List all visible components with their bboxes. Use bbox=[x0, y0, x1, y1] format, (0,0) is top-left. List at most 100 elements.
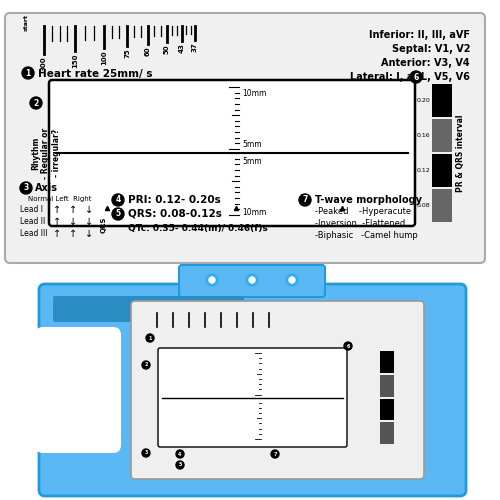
Text: 0.08: 0.08 bbox=[370, 431, 379, 435]
Text: 7: 7 bbox=[274, 452, 276, 456]
Text: 2: 2 bbox=[144, 362, 148, 368]
Text: 5mm: 5mm bbox=[242, 140, 262, 149]
Text: ↑: ↑ bbox=[53, 229, 61, 239]
Text: ↓: ↓ bbox=[85, 229, 93, 239]
FancyBboxPatch shape bbox=[5, 13, 485, 263]
Text: 0.20: 0.20 bbox=[416, 98, 430, 103]
Text: -Peaked    -Hyperacute: -Peaked -Hyperacute bbox=[282, 462, 335, 468]
Text: 60: 60 bbox=[219, 329, 223, 334]
Text: QTc: 0.35- 0.44(m)/ 0.46(f)s: QTc: 0.35- 0.44(m)/ 0.46(f)s bbox=[187, 472, 254, 478]
Circle shape bbox=[286, 274, 298, 286]
Circle shape bbox=[344, 342, 352, 350]
Text: Rhythm
- Regular or
- irregular?: Rhythm - Regular or - irregular? bbox=[31, 128, 61, 178]
Circle shape bbox=[206, 274, 218, 286]
Text: QRS: QRS bbox=[101, 217, 107, 233]
Text: 5mm: 5mm bbox=[242, 157, 262, 166]
Text: 5: 5 bbox=[178, 462, 182, 468]
Text: Normal Left  Right: Normal Left Right bbox=[28, 196, 92, 202]
Text: QRS: 0.08-0.12s: QRS: 0.08-0.12s bbox=[187, 462, 236, 468]
Text: 60: 60 bbox=[145, 46, 151, 56]
Text: 300: 300 bbox=[155, 329, 159, 337]
Text: Heart rate 25mm/ 4: Heart rate 25mm/ 4 bbox=[157, 336, 218, 340]
Text: 2: 2 bbox=[34, 98, 38, 108]
Text: 0.12: 0.12 bbox=[370, 408, 379, 412]
Circle shape bbox=[246, 274, 258, 286]
Text: Axis: Axis bbox=[35, 183, 58, 193]
Text: 6: 6 bbox=[346, 344, 350, 348]
Circle shape bbox=[176, 461, 184, 469]
Text: Rhythm
- Regular or
- irregular?: Rhythm - Regular or - irregular? bbox=[146, 380, 162, 414]
Text: PR & QRS interval: PR & QRS interval bbox=[456, 114, 464, 192]
Text: T-wave morphology: T-wave morphology bbox=[315, 195, 422, 205]
Bar bbox=[432, 84, 452, 117]
Text: QRS: 0.08-0.12s: QRS: 0.08-0.12s bbox=[128, 209, 222, 219]
FancyBboxPatch shape bbox=[39, 284, 466, 496]
Text: 100: 100 bbox=[101, 50, 107, 64]
Text: ↑: ↑ bbox=[69, 229, 77, 239]
Text: 43: 43 bbox=[179, 43, 185, 53]
Text: 4: 4 bbox=[116, 196, 120, 204]
Text: 150: 150 bbox=[72, 53, 78, 68]
Text: PR & QRS interval: PR & QRS interval bbox=[396, 370, 400, 424]
Bar bbox=[380, 351, 394, 373]
FancyBboxPatch shape bbox=[35, 327, 121, 453]
Text: PRI: 0.12- 0.20s: PRI: 0.12- 0.20s bbox=[128, 195, 221, 205]
Text: 100: 100 bbox=[187, 329, 191, 337]
Text: 300: 300 bbox=[41, 56, 47, 70]
Text: -Inversion  -Flattened: -Inversion -Flattened bbox=[315, 220, 405, 228]
Text: 5mm: 5mm bbox=[263, 390, 276, 394]
Text: Axis
Normal Left Right: Axis Normal Left Right bbox=[152, 442, 195, 452]
Text: 37: 37 bbox=[267, 329, 271, 334]
Circle shape bbox=[22, 67, 34, 79]
Text: 37: 37 bbox=[192, 42, 198, 52]
Text: start: start bbox=[24, 14, 28, 31]
Text: 75: 75 bbox=[124, 48, 130, 58]
Text: 1: 1 bbox=[26, 68, 30, 78]
Text: -Biphasic   -Camel hump: -Biphasic -Camel hump bbox=[315, 232, 418, 240]
Bar bbox=[432, 154, 452, 187]
Text: Heart rate 25mm/ s: Heart rate 25mm/ s bbox=[38, 69, 152, 79]
Text: 0.16: 0.16 bbox=[370, 384, 379, 388]
Text: ↑: ↑ bbox=[69, 205, 77, 215]
Circle shape bbox=[289, 277, 295, 283]
Text: Inferior: II, III, aVF: Inferior: II, III, aVF bbox=[358, 313, 415, 318]
Text: 0.12: 0.12 bbox=[416, 168, 430, 173]
FancyBboxPatch shape bbox=[49, 80, 415, 226]
Text: ↓: ↓ bbox=[69, 217, 77, 227]
Circle shape bbox=[249, 277, 255, 283]
Text: 0.20: 0.20 bbox=[370, 360, 379, 364]
Text: Inferior: II, III, aVF: Inferior: II, III, aVF bbox=[369, 30, 470, 40]
Text: 43: 43 bbox=[251, 329, 255, 334]
Circle shape bbox=[20, 182, 32, 194]
Text: T-wave morphology: T-wave morphology bbox=[282, 452, 343, 456]
Circle shape bbox=[176, 450, 184, 458]
Circle shape bbox=[112, 208, 124, 220]
Text: Septal: V1, V2: Septal: V1, V2 bbox=[371, 324, 415, 329]
Text: -Inversion  -Flattened: -Inversion -Flattened bbox=[282, 472, 331, 476]
Circle shape bbox=[112, 194, 124, 206]
Text: PRI: 0.12- 0.20s: PRI: 0.12- 0.20s bbox=[187, 452, 236, 456]
Text: 150: 150 bbox=[171, 329, 175, 337]
Text: -Biphasic   -Camel hump: -Biphasic -Camel hump bbox=[282, 480, 338, 486]
Text: 6: 6 bbox=[414, 72, 418, 82]
FancyBboxPatch shape bbox=[179, 265, 325, 297]
Circle shape bbox=[271, 450, 279, 458]
Circle shape bbox=[209, 277, 215, 283]
Bar bbox=[432, 189, 452, 222]
Circle shape bbox=[142, 361, 150, 369]
FancyBboxPatch shape bbox=[158, 348, 347, 447]
Text: ↑: ↑ bbox=[53, 205, 61, 215]
Text: Lateral: I, aVL, V5, V6: Lateral: I, aVL, V5, V6 bbox=[350, 72, 470, 82]
Text: 7: 7 bbox=[302, 196, 308, 204]
FancyBboxPatch shape bbox=[53, 296, 244, 322]
Text: 4: 4 bbox=[178, 452, 182, 456]
Text: 5mm: 5mm bbox=[263, 400, 276, 404]
Circle shape bbox=[299, 194, 311, 206]
FancyBboxPatch shape bbox=[131, 301, 424, 479]
Text: Lateral: I, aVL, V5, V6: Lateral: I, aVL, V5, V6 bbox=[347, 346, 415, 351]
Text: 0.08: 0.08 bbox=[416, 203, 430, 208]
Text: 50: 50 bbox=[164, 44, 170, 54]
Text: QTc: 0.35- 0.44(m)/ 0.46(f)s: QTc: 0.35- 0.44(m)/ 0.46(f)s bbox=[128, 224, 268, 232]
Text: 0.16: 0.16 bbox=[416, 133, 430, 138]
Text: start: start bbox=[143, 312, 147, 324]
